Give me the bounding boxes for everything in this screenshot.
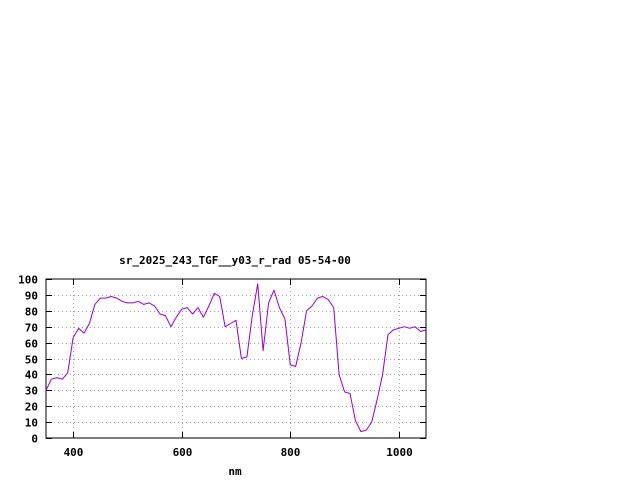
y-tick-label: 100 (18, 274, 38, 287)
axis-ticks: 0 10 20 30 40 50 60 70 80 90 100 400 600 800 1000 (18, 274, 426, 459)
grid (46, 279, 426, 438)
x-tick-label: 600 (173, 446, 193, 459)
y-tick-label: 20 (25, 401, 38, 414)
y-tick-label: 70 (25, 322, 38, 335)
x-tick-label: 800 (281, 446, 301, 459)
x-axis-label: nm (228, 465, 242, 478)
series-group (45, 283, 427, 433)
series-line (45, 283, 427, 433)
y-tick-label: 0 (31, 433, 38, 446)
y-tick-label: 10 (25, 417, 38, 430)
y-tick-label: 40 (25, 369, 38, 382)
y-tick-label: 50 (25, 354, 38, 367)
y-tick-label: 60 (25, 338, 38, 351)
y-tick-label: 30 (25, 385, 38, 398)
y-tick-label: 90 (25, 290, 38, 303)
x-tick-label: 1000 (386, 446, 413, 459)
x-tick-label: 400 (64, 446, 84, 459)
y-tick-label: 80 (25, 306, 38, 319)
plot-frame (45, 278, 427, 439)
chart-title: sr_2025_243_TGF__y03_r_rad 05-54-00 (119, 254, 351, 267)
